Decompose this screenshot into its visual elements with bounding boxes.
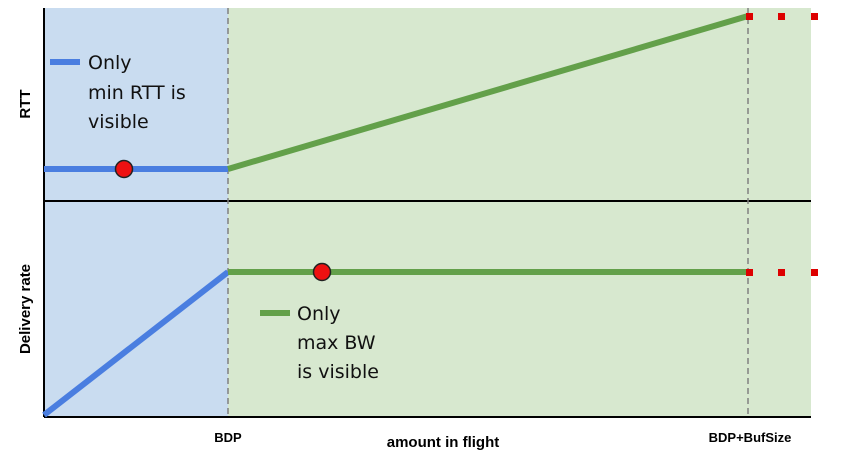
x-axis-title: amount in flight — [387, 434, 499, 450]
rtt-rising-line — [227, 13, 749, 172]
rate-operating-point — [312, 262, 332, 282]
bandwidth-limited-region — [228, 8, 811, 417]
rate-legend-line-3: is visible — [297, 361, 379, 383]
bdp-bufsize-tick-label: BDP+BufSize — [709, 430, 792, 445]
rtt-operating-point — [114, 159, 134, 179]
rtt-axis-title: RTT — [17, 89, 34, 118]
rate-loss-dots — [746, 269, 818, 276]
bdp-tick-label: BDP — [214, 430, 242, 445]
rate-axis-title: Delivery rate — [17, 264, 34, 354]
rate-rising-line — [42, 269, 230, 418]
rate-legend-line-2: max BW — [297, 332, 376, 354]
rtt-loss-dots — [746, 13, 818, 20]
app-limited-region — [44, 8, 228, 417]
rtt-legend-line-1: Only — [88, 52, 132, 74]
rtt-legend-line-2: min RTT is — [88, 82, 186, 104]
rtt-legend-line-3: visible — [88, 111, 149, 133]
rate-legend-line-1: Only — [297, 303, 341, 325]
